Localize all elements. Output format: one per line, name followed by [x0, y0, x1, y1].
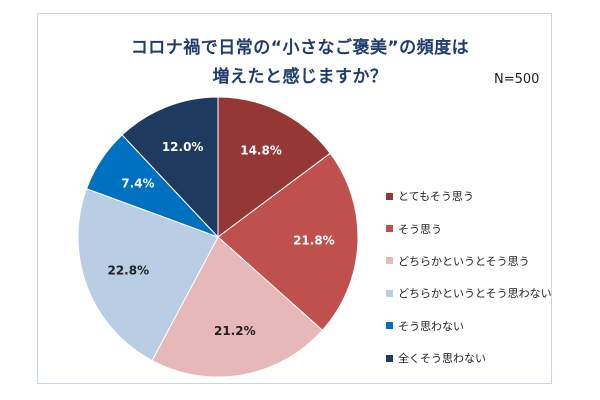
legend-swatch-4	[386, 322, 393, 330]
sample-size-label: N=500	[494, 72, 540, 87]
legend-label-5: 全くそう思わない	[398, 352, 486, 366]
legend-item-1: そう思う	[386, 212, 552, 244]
legend-item-5: 全くそう思わない	[386, 342, 552, 374]
slice-value-label-5: 12.0%	[162, 140, 204, 154]
legend-label-4: そう思わない	[398, 319, 464, 333]
slice-value-label-0: 14.8%	[240, 144, 282, 158]
slice-value-label-1: 21.8%	[293, 234, 335, 248]
legend-swatch-3	[386, 289, 393, 297]
pie-slice-2	[151, 236, 324, 378]
legend-item-4: そう思わない	[386, 310, 552, 342]
legend-item-3: どちらかというとそう思わない	[386, 277, 552, 309]
pie-slice-0	[217, 96, 331, 238]
chart-legend: とてもそう思う そう思うどちらかというとそう思うどちらかというとそう思わない そう思…	[386, 180, 552, 374]
legend-label-3: どちらかというとそう思わない	[398, 287, 552, 301]
legend-swatch-0	[386, 192, 393, 200]
legend-item-0: とてもそう思う	[386, 180, 552, 212]
slice-value-label-2: 21.2%	[214, 324, 256, 338]
pie-slice-3	[77, 188, 219, 362]
legend-label-1: そう思う	[398, 222, 442, 236]
chart-title-line-1: コロナ禍で日常の“小さなご褒美”の頻度は	[130, 38, 470, 58]
legend-label-0: とてもそう思う	[398, 190, 474, 204]
legend-swatch-1	[386, 225, 393, 233]
slice-value-label-3: 22.8%	[107, 264, 149, 278]
legend-swatch-2	[386, 257, 393, 265]
legend-item-2: どちらかというとそう思う	[386, 245, 552, 277]
legend-swatch-5	[386, 354, 393, 362]
legend-label-2: どちらかというとそう思う	[398, 254, 530, 268]
pie-slice-1	[217, 152, 359, 331]
chart-title-line-2: 増えたと感じますか？	[212, 67, 388, 87]
slice-value-label-4: 7.4%	[121, 177, 154, 191]
pie-slice-5	[121, 96, 219, 239]
